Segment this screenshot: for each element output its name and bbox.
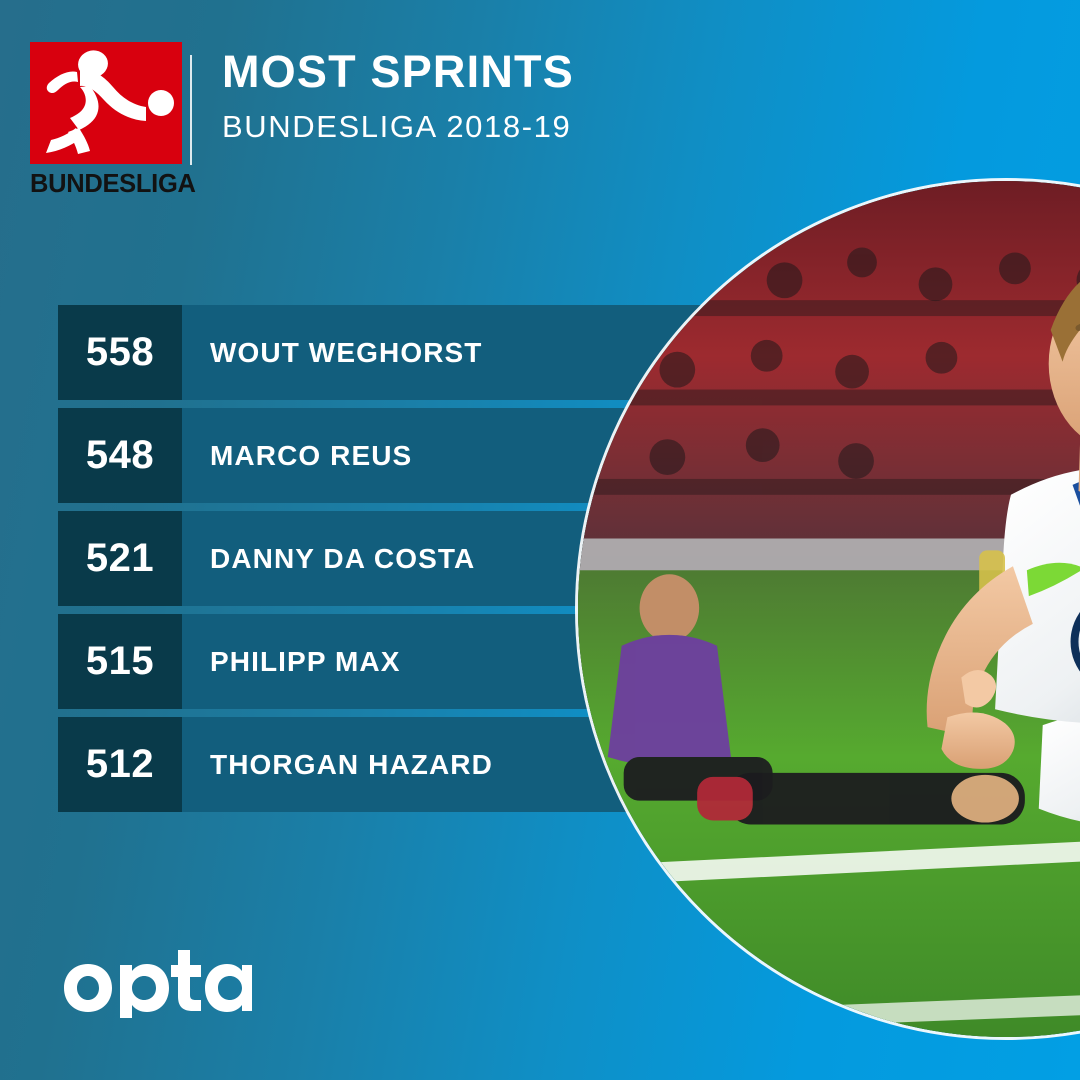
row-value: 512 (58, 717, 182, 812)
opta-wordmark-icon (64, 950, 252, 1018)
row-value: 548 (58, 408, 182, 503)
bundesliga-footballer-icon (46, 50, 174, 154)
table-row: 558 WOUT WEGHORST (58, 305, 742, 400)
header: BUNDESLIGA MOST SPRINTS BUNDESLIGA 2018-… (30, 42, 650, 212)
bundesliga-logo-mark (30, 42, 182, 164)
page-subtitle: BUNDESLIGA 2018-19 (222, 109, 572, 145)
bundesliga-wordmark: BUNDESLIGA (30, 170, 196, 198)
page-title: MOST SPRINTS (222, 46, 574, 97)
bundesliga-logo: BUNDESLIGA (30, 42, 196, 199)
row-value: 558 (58, 305, 182, 400)
header-divider (190, 55, 192, 165)
header-text: MOST SPRINTS BUNDESLIGA 2018-19 (222, 48, 574, 145)
row-value: 521 (58, 511, 182, 606)
opta-logo (62, 948, 252, 1018)
player-photo (575, 178, 1080, 1040)
player-celebration-illustration (578, 181, 1080, 1037)
row-value: 515 (58, 614, 182, 709)
player-photo-image (578, 181, 1080, 1037)
